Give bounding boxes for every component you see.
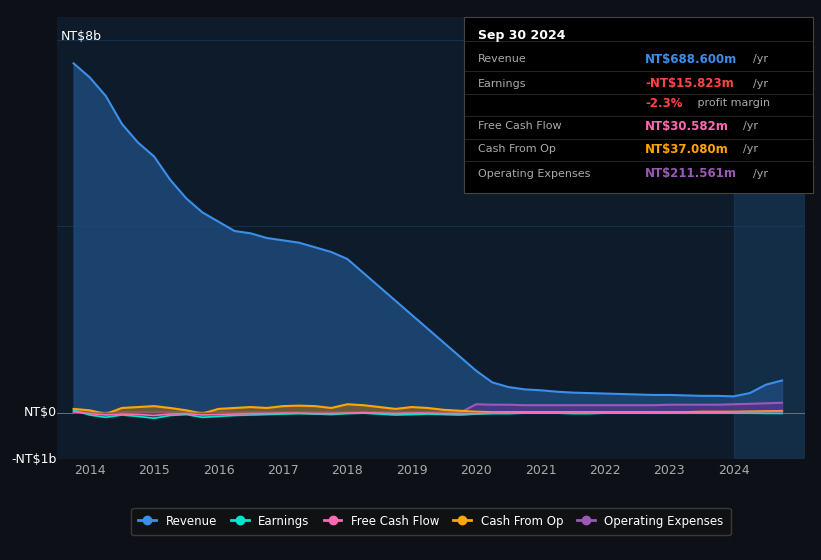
Text: NT$30.582m: NT$30.582m <box>645 120 729 133</box>
Text: /yr: /yr <box>743 144 758 154</box>
Text: Free Cash Flow: Free Cash Flow <box>478 121 562 131</box>
Text: profit margin: profit margin <box>695 98 770 108</box>
Text: Sep 30 2024: Sep 30 2024 <box>478 29 566 42</box>
Text: NT$211.561m: NT$211.561m <box>645 167 737 180</box>
Text: Cash From Op: Cash From Op <box>478 144 556 154</box>
Text: -NT$15.823m: -NT$15.823m <box>645 77 734 90</box>
Text: /yr: /yr <box>753 54 768 64</box>
Text: NT$688.600m: NT$688.600m <box>645 53 737 66</box>
Text: NT$8b: NT$8b <box>62 30 102 43</box>
Bar <box>734 17 805 459</box>
Text: NT$0: NT$0 <box>24 406 57 419</box>
Text: /yr: /yr <box>743 121 758 131</box>
Legend: Revenue, Earnings, Free Cash Flow, Cash From Op, Operating Expenses: Revenue, Earnings, Free Cash Flow, Cash … <box>131 508 731 535</box>
Text: -NT$1b: -NT$1b <box>11 452 57 466</box>
Text: /yr: /yr <box>753 79 768 89</box>
Text: Revenue: Revenue <box>478 54 526 64</box>
Text: Operating Expenses: Operating Expenses <box>478 169 590 179</box>
Text: Earnings: Earnings <box>478 79 526 89</box>
Text: /yr: /yr <box>753 169 768 179</box>
Text: -2.3%: -2.3% <box>645 97 683 110</box>
Text: NT$37.080m: NT$37.080m <box>645 143 729 156</box>
